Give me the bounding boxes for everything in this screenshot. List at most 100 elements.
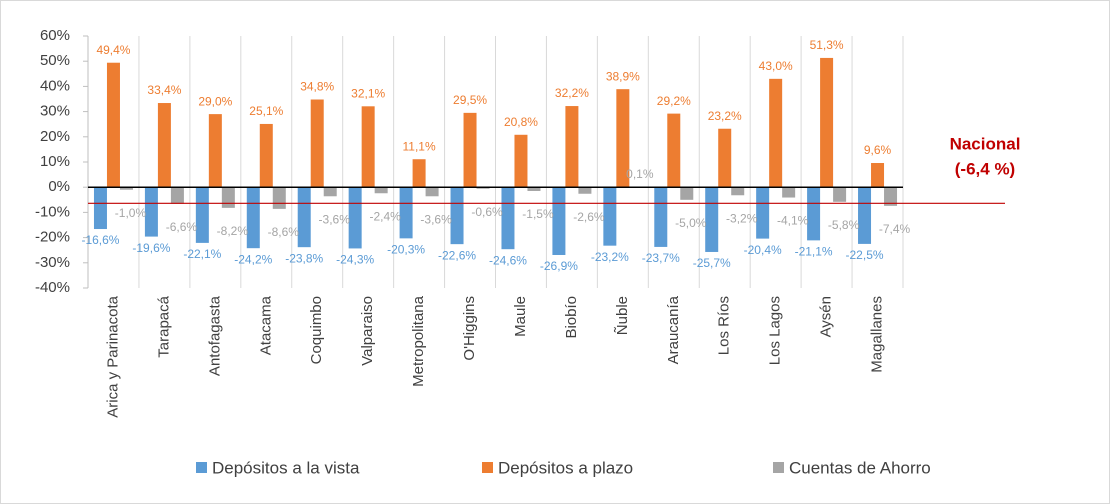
bar	[667, 113, 681, 188]
bar	[718, 128, 732, 188]
x-tick-label: Antofagasta	[206, 295, 223, 376]
value-label: 20,8%	[504, 115, 538, 129]
value-label: 43,0%	[759, 59, 793, 73]
bar	[208, 114, 222, 188]
x-tick-label: O'Higgins	[461, 296, 478, 361]
value-label: -7,4%	[879, 222, 911, 236]
value-label: -8,2%	[217, 224, 249, 238]
value-label: 0,1%	[626, 167, 654, 181]
x-tick-label: Magallanes	[869, 296, 886, 373]
bar	[565, 106, 579, 188]
bar	[106, 62, 120, 188]
bar	[297, 187, 311, 248]
value-label: -20,3%	[387, 243, 425, 257]
bar	[310, 99, 324, 188]
value-label: -16,6%	[81, 233, 119, 247]
bar	[157, 103, 171, 188]
bar	[272, 187, 286, 209]
value-label: -24,3%	[336, 253, 374, 267]
legend-swatch	[196, 462, 207, 473]
bar	[246, 187, 260, 249]
bar	[654, 187, 668, 247]
bar	[93, 187, 107, 230]
y-tick-label: 0%	[48, 178, 70, 195]
bar	[450, 187, 464, 245]
reference-label: (-6,4 %)	[955, 159, 1015, 178]
bar	[833, 187, 847, 202]
value-label: -26,9%	[540, 259, 578, 273]
value-label: -3,6%	[319, 212, 351, 226]
value-label: -3,6%	[420, 212, 452, 226]
value-label: -22,6%	[438, 248, 476, 262]
value-label: 34,8%	[300, 80, 334, 94]
value-label: -1,0%	[115, 206, 147, 220]
value-label: 29,5%	[453, 93, 487, 107]
value-label: -2,6%	[573, 210, 605, 224]
value-label: 32,1%	[351, 86, 385, 100]
bar	[323, 187, 337, 197]
bar	[259, 123, 273, 188]
value-label: -20,4%	[744, 243, 782, 257]
value-label: -5,0%	[675, 216, 707, 230]
value-label: 33,4%	[147, 83, 181, 97]
value-label: -5,8%	[828, 218, 860, 232]
bar	[463, 112, 477, 188]
value-label: 9,6%	[864, 143, 892, 157]
x-tick-label: Tarapacá	[155, 295, 172, 357]
bar	[361, 106, 375, 188]
bar	[195, 187, 209, 243]
y-tick-label: -30%	[35, 254, 70, 271]
legend-swatch	[482, 462, 493, 473]
x-tick-label: Los Lagos	[767, 296, 784, 365]
reference-label: Nacional	[950, 134, 1021, 153]
bar	[412, 159, 426, 188]
bar	[858, 187, 872, 244]
value-label: -4,1%	[777, 214, 809, 228]
y-tick-label: -40%	[35, 279, 70, 296]
value-label: 23,2%	[708, 109, 742, 123]
bar	[871, 163, 885, 188]
value-label: -8,6%	[268, 225, 300, 239]
bar	[578, 187, 592, 194]
bar	[756, 187, 770, 239]
x-tick-label: Arica y Parinacota	[104, 295, 121, 417]
bar	[514, 134, 528, 188]
y-tick-label: 50%	[40, 52, 70, 69]
value-label: -2,4%	[369, 209, 401, 223]
bar	[603, 187, 617, 246]
value-label: -6,6%	[166, 220, 198, 234]
y-tick-label: 40%	[40, 77, 70, 94]
bar	[616, 89, 630, 188]
bar	[501, 187, 515, 250]
x-tick-label: Biobío	[563, 296, 580, 339]
legend-label: Depósitos a la vista	[212, 458, 360, 477]
bar	[170, 187, 184, 204]
bar	[348, 187, 362, 249]
y-tick-label: -10%	[35, 203, 70, 220]
value-label: -23,7%	[642, 251, 680, 265]
bar	[119, 187, 133, 190]
x-tick-label: Los Ríos	[716, 296, 733, 355]
value-label: -22,1%	[183, 247, 221, 261]
y-tick-label: 30%	[40, 103, 70, 120]
value-label: -22,5%	[846, 248, 884, 262]
bar	[374, 187, 388, 194]
bar	[769, 78, 783, 188]
bar	[425, 187, 439, 197]
value-label: -24,6%	[489, 253, 527, 267]
bar	[680, 187, 694, 200]
bar	[221, 187, 235, 208]
bar	[552, 187, 566, 255]
x-tick-label: Coquimbo	[308, 296, 325, 364]
legend-label: Depósitos a plazo	[498, 458, 633, 477]
bar	[782, 187, 796, 198]
value-label: -25,7%	[693, 256, 731, 270]
bar	[144, 187, 158, 237]
value-label: 49,4%	[96, 43, 130, 57]
value-label: -21,1%	[795, 245, 833, 259]
x-tick-label: Aysén	[818, 296, 835, 337]
value-label: 29,0%	[198, 94, 232, 108]
bar	[705, 187, 719, 252]
value-label: -24,2%	[234, 252, 272, 266]
